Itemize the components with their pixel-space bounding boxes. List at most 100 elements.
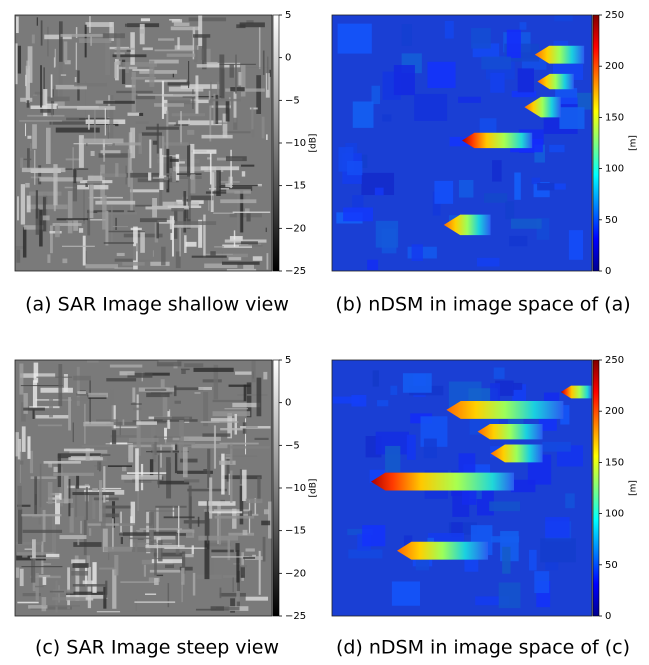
- image-texture: [233, 577, 234, 592]
- image-texture: [168, 122, 175, 124]
- image-texture: [77, 391, 86, 394]
- image-block: [577, 93, 592, 110]
- image-block: [348, 549, 382, 558]
- image-texture: [64, 449, 94, 452]
- image-texture: [60, 397, 89, 400]
- image-block: [494, 367, 505, 378]
- image-texture: [35, 586, 44, 587]
- image-texture: [57, 218, 89, 220]
- image-block: [484, 193, 507, 203]
- image-texture: [74, 83, 107, 86]
- image-texture: [55, 49, 56, 67]
- image-texture: [140, 528, 182, 529]
- image-texture: [103, 466, 105, 502]
- image-texture: [22, 555, 27, 558]
- image-texture: [226, 101, 230, 122]
- colorbar-tick-label: 5: [285, 10, 291, 21]
- image-texture: [41, 20, 43, 45]
- image-texture: [120, 512, 122, 533]
- image-texture: [27, 436, 30, 459]
- colorbar: [593, 15, 599, 271]
- colorbar-tick-label: 0: [285, 53, 291, 64]
- image-texture: [201, 421, 238, 423]
- image-texture: [21, 566, 62, 567]
- image-texture: [156, 508, 158, 542]
- image-texture: [157, 361, 181, 366]
- image-texture: [198, 15, 202, 46]
- image-block: [509, 236, 527, 246]
- image-texture: [18, 509, 22, 544]
- image-texture: [129, 445, 172, 448]
- image-block: [416, 559, 429, 570]
- image-texture: [219, 461, 236, 465]
- image-texture: [242, 470, 246, 501]
- image-block: [505, 201, 514, 219]
- image-texture: [172, 172, 176, 182]
- image-texture: [68, 397, 71, 430]
- image-texture: [49, 121, 88, 124]
- image-texture: [125, 66, 129, 73]
- image-block: [407, 435, 416, 460]
- image-block: [502, 547, 510, 574]
- image-texture: [40, 65, 42, 107]
- image-texture: [266, 134, 268, 140]
- image: [332, 15, 592, 271]
- image-texture: [209, 477, 212, 518]
- image-texture: [79, 118, 113, 119]
- image-texture: [229, 257, 242, 260]
- image-texture: [170, 233, 173, 240]
- caption: (d) nDSM in image space of (c): [336, 637, 630, 659]
- image-texture: [158, 540, 162, 561]
- image-texture: [95, 201, 135, 205]
- image-texture: [252, 361, 256, 382]
- image-texture: [28, 605, 47, 608]
- image-texture: [83, 422, 113, 426]
- image-texture: [220, 428, 243, 430]
- image-texture: [99, 568, 114, 570]
- image-texture: [18, 46, 21, 74]
- image-texture: [55, 581, 57, 613]
- image-texture: [79, 38, 111, 43]
- image-texture: [241, 364, 250, 366]
- colorbar-tick-label: −25: [285, 611, 306, 622]
- image-block: [511, 480, 535, 492]
- colorbar-tick-label: 150: [605, 112, 624, 123]
- image-texture: [20, 461, 24, 465]
- image-texture: [163, 202, 199, 206]
- image-texture: [43, 197, 46, 231]
- image-texture: [119, 533, 123, 535]
- image-texture: [90, 37, 92, 46]
- image-texture: [233, 118, 237, 130]
- image-texture: [172, 19, 182, 22]
- image-texture: [148, 172, 151, 180]
- image-texture: [145, 389, 166, 391]
- image-texture: [188, 196, 213, 201]
- image-texture: [206, 49, 210, 62]
- image-texture: [76, 475, 79, 488]
- image-texture: [46, 97, 69, 102]
- image-texture: [229, 474, 230, 495]
- image-texture: [89, 16, 90, 33]
- image-block: [458, 97, 481, 103]
- image-block: [353, 101, 374, 127]
- image-texture: [71, 559, 85, 563]
- image-texture: [158, 38, 174, 40]
- image: [15, 360, 272, 616]
- image-texture: [158, 455, 159, 488]
- image-texture: [142, 132, 162, 135]
- image-texture: [27, 196, 31, 213]
- image-texture: [253, 256, 262, 261]
- image-texture: [87, 181, 102, 185]
- image-texture: [50, 225, 53, 253]
- image-texture: [87, 360, 99, 363]
- image-texture: [181, 568, 184, 585]
- image-block: [518, 68, 534, 92]
- image-texture: [25, 183, 29, 188]
- image-texture: [198, 536, 238, 541]
- image-texture: [37, 575, 50, 577]
- image-texture: [39, 210, 43, 247]
- caption: (b) nDSM in image space of (a): [335, 294, 630, 316]
- image-texture: [241, 241, 258, 244]
- image-texture: [75, 485, 77, 518]
- image-texture: [92, 562, 96, 593]
